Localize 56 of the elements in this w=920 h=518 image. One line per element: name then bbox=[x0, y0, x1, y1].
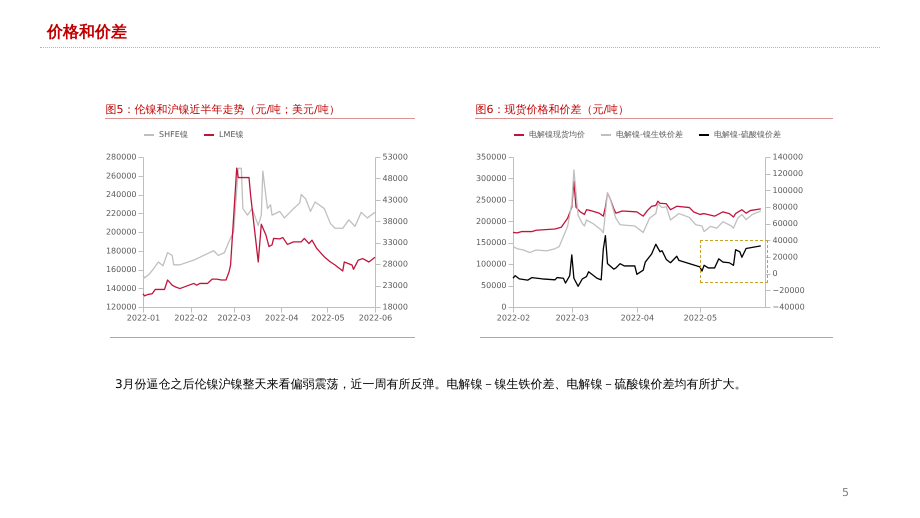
y-tick-label: 240000 bbox=[106, 190, 136, 199]
y2-tick-label: 28000 bbox=[382, 260, 408, 269]
y-tick-label: 220000 bbox=[106, 208, 136, 218]
legend-label: LME镍 bbox=[219, 130, 244, 139]
legend-label: 电解镍现货均价 bbox=[529, 130, 585, 139]
y-tick-label: 200000 bbox=[476, 216, 506, 226]
x-tick-label: 2022-05 bbox=[684, 314, 718, 322]
y2-tick-label: 60000 bbox=[772, 219, 798, 228]
x-tick-label: 2022-01 bbox=[126, 314, 160, 322]
x-tick-label: 2022-03 bbox=[556, 314, 590, 322]
y2-tick-label: 23000 bbox=[382, 281, 408, 290]
y-tick-label: 0 bbox=[501, 302, 506, 312]
y2-tick-label: 33000 bbox=[382, 238, 408, 248]
y-tick-label: 250000 bbox=[476, 195, 506, 204]
y-tick-label: 140000 bbox=[106, 284, 136, 293]
y-tick-label: 280000 bbox=[106, 152, 136, 162]
y-tick-label: 50000 bbox=[481, 281, 506, 290]
x-tick-label: 2022-02 bbox=[174, 314, 208, 322]
y2-tick-label: 38000 bbox=[382, 216, 408, 226]
x-tick-label: 2022-04 bbox=[265, 314, 298, 322]
legend-label: 电解镍-硫酸镍价差 bbox=[714, 130, 781, 139]
text: 价格和价差 bbox=[47, 22, 127, 43]
y2-tick-label: 53000 bbox=[382, 152, 408, 162]
x-tick-label: 2022-06 bbox=[358, 314, 392, 322]
legend-label: 电解镍-镍生铁价差 bbox=[616, 130, 683, 139]
y2-tick-label: 43000 bbox=[382, 195, 408, 204]
y-tick-label: 150000 bbox=[476, 238, 506, 248]
text: 3月份逼仓之后伦镍沪镍整天来看偏弱震荡，近一周有所反弹。电解镍－镍生铁价差、电解镍－硫酸镍价差均有所扩大。 bbox=[115, 376, 747, 393]
y2-tick-label: 0 bbox=[772, 269, 778, 278]
x-tick-label: 2022-05 bbox=[311, 314, 345, 322]
line-series bbox=[512, 180, 762, 234]
y-tick-label: 350000 bbox=[476, 152, 506, 162]
y2-tick-label: −40000 bbox=[772, 302, 805, 312]
y2-tick-label: −20000 bbox=[772, 286, 805, 295]
y-tick-label: 300000 bbox=[476, 174, 506, 183]
y2-tick-label: 100000 bbox=[772, 186, 804, 195]
y2-tick-label: 40000 bbox=[772, 236, 798, 245]
chart-title: 图6：现货价格和价差（元/吨） bbox=[475, 103, 630, 116]
y2-tick-label: 80000 bbox=[772, 202, 798, 212]
y2-tick-label: 120000 bbox=[772, 169, 804, 178]
legend-label: SHFE镍 bbox=[159, 130, 188, 139]
text: 5 bbox=[842, 486, 849, 499]
y2-tick-label: 140000 bbox=[772, 152, 804, 162]
y-tick-label: 260000 bbox=[106, 171, 136, 180]
y-tick-label: 100000 bbox=[476, 260, 506, 269]
y2-tick-label: 18000 bbox=[382, 302, 408, 312]
y2-tick-label: 48000 bbox=[382, 174, 408, 183]
y-tick-label: 160000 bbox=[106, 265, 136, 274]
x-tick-label: 2022-02 bbox=[496, 314, 530, 322]
y2-tick-label: 20000 bbox=[772, 252, 798, 262]
y-tick-label: 200000 bbox=[106, 228, 136, 236]
x-tick-label: 2022-04 bbox=[620, 314, 654, 322]
line-series bbox=[512, 234, 762, 287]
x-tick-label: 2022-03 bbox=[217, 314, 251, 322]
y-tick-label: 120000 bbox=[106, 302, 136, 312]
y-tick-label: 180000 bbox=[106, 246, 136, 256]
